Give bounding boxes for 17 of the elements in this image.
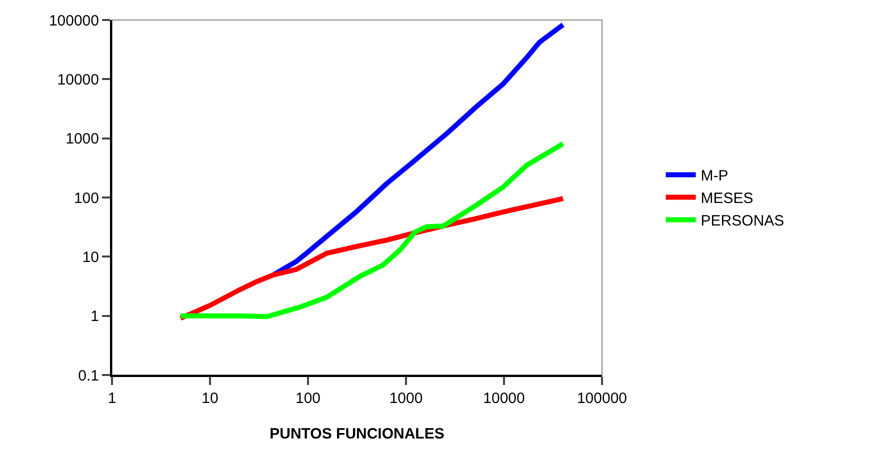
- y-tick-label: 10: [82, 248, 99, 266]
- x-tick-label: 10000: [483, 390, 525, 407]
- x-tick-label: 1000: [389, 390, 423, 407]
- y-tick-label: 10000: [57, 71, 99, 88]
- y-tick-label: 0.1: [78, 367, 99, 384]
- y-tick-label: 100: [74, 190, 99, 207]
- x-tick-label: 1: [108, 390, 116, 407]
- legend-label: PERSONAS: [700, 212, 784, 230]
- y-tick-label: 1000: [66, 130, 99, 148]
- y-tick-label: 100000: [48, 12, 99, 30]
- x-tick-label: 10: [202, 390, 218, 407]
- legend-label: M-P: [700, 168, 728, 185]
- y-tick-label: 1: [90, 308, 99, 326]
- x-axis-title: PUNTOS FUNCIONALES: [270, 426, 444, 442]
- legend-label: MESES: [700, 190, 754, 208]
- x-tick-label: 100: [295, 390, 321, 407]
- x-tick-label: 100000: [576, 390, 628, 407]
